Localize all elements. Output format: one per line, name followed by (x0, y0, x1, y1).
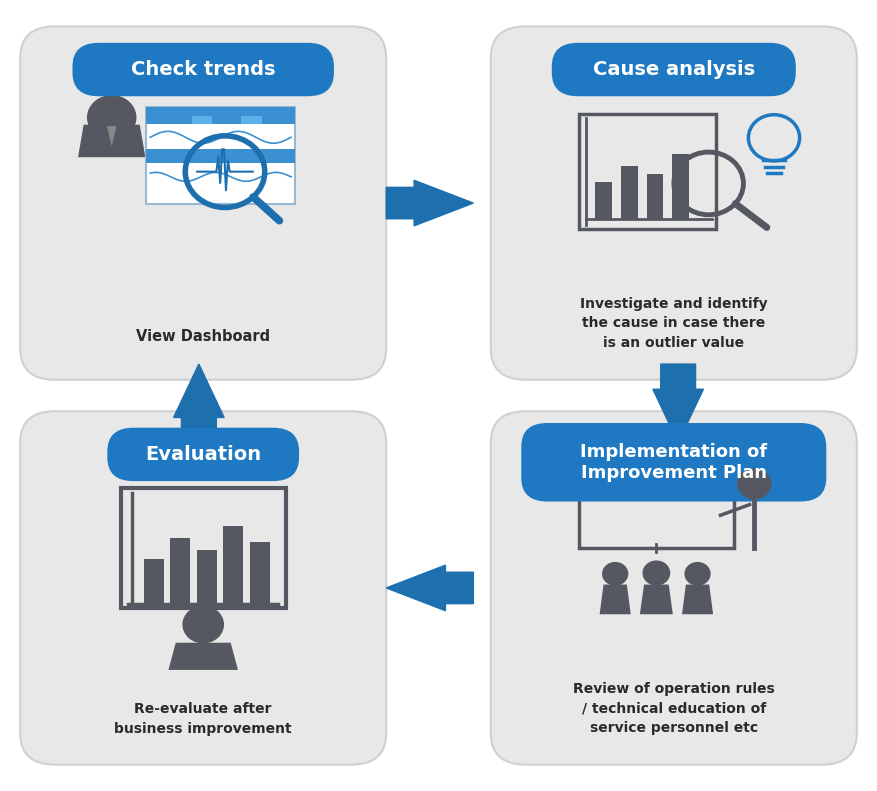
Text: Evaluation: Evaluation (146, 445, 261, 464)
FancyBboxPatch shape (491, 26, 857, 380)
Bar (241, 116, 262, 124)
Text: Cause analysis: Cause analysis (593, 60, 755, 79)
Text: Review of operation rules
/ technical education of
service personnel etc: Review of operation rules / technical ed… (573, 682, 774, 735)
Bar (646, 174, 663, 219)
Text: Check trends: Check trends (131, 60, 275, 79)
Polygon shape (168, 643, 238, 670)
Bar (673, 153, 688, 219)
Circle shape (643, 561, 669, 585)
FancyBboxPatch shape (20, 26, 386, 380)
FancyBboxPatch shape (521, 423, 826, 501)
Polygon shape (78, 125, 146, 157)
FancyArrow shape (386, 180, 474, 226)
Bar (192, 116, 212, 124)
Text: Re-evaluate after
business improvement: Re-evaluate after business improvement (114, 702, 292, 736)
Circle shape (685, 562, 710, 585)
FancyBboxPatch shape (491, 411, 857, 765)
FancyArrow shape (652, 364, 703, 443)
Bar (146, 108, 296, 124)
FancyBboxPatch shape (20, 411, 386, 765)
Circle shape (738, 469, 771, 499)
Text: View Dashboard: View Dashboard (136, 329, 270, 344)
Circle shape (602, 562, 628, 585)
Polygon shape (640, 585, 673, 615)
Bar (621, 166, 638, 219)
Bar (595, 183, 612, 219)
FancyBboxPatch shape (73, 43, 334, 97)
Bar (224, 525, 244, 604)
Polygon shape (600, 585, 631, 615)
Bar (196, 551, 217, 604)
Bar (146, 149, 296, 163)
Text: Implementation of
Improvement Plan: Implementation of Improvement Plan (581, 442, 767, 482)
FancyArrow shape (386, 565, 474, 611)
Bar (144, 558, 164, 604)
FancyBboxPatch shape (146, 108, 296, 204)
Polygon shape (107, 126, 117, 146)
FancyBboxPatch shape (107, 428, 299, 481)
Text: Investigate and identify
the cause in case there
is an outlier value: Investigate and identify the cause in ca… (580, 297, 767, 350)
Bar (250, 542, 270, 604)
Circle shape (88, 96, 136, 139)
FancyArrow shape (174, 364, 225, 443)
Circle shape (183, 607, 224, 643)
FancyBboxPatch shape (552, 43, 795, 97)
Bar (170, 538, 190, 604)
Polygon shape (682, 585, 713, 615)
